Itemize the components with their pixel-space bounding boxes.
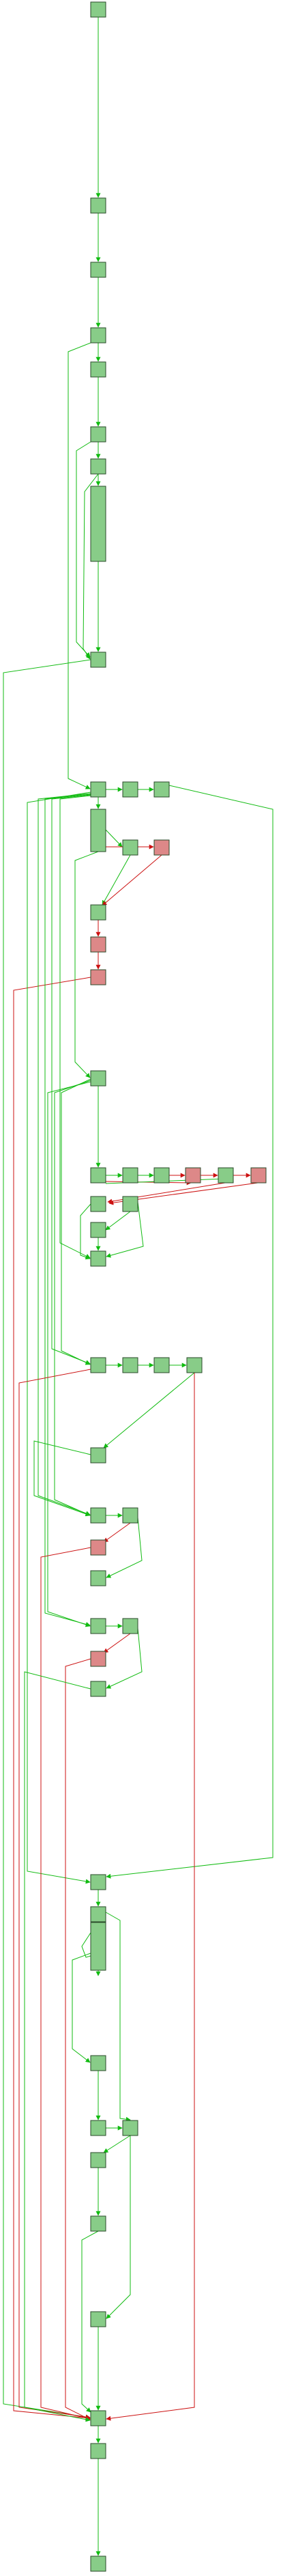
edge-success (106, 785, 273, 1879)
node-block-n14[interactable] (122, 839, 138, 856)
node-block-n19[interactable] (90, 1070, 106, 1087)
edge-success (106, 2136, 131, 2319)
edge-success (74, 851, 99, 1078)
node-block-n52[interactable] (90, 2410, 106, 2426)
node-block-n38[interactable] (90, 1570, 106, 1586)
node-block-n39[interactable] (90, 1618, 106, 1634)
edge-success (33, 1440, 91, 1517)
node-block-n4[interactable] (90, 327, 106, 344)
node-block-n10[interactable] (90, 781, 106, 798)
edge-success (44, 794, 91, 1627)
edge-failure (106, 1373, 195, 2421)
node-block-n24[interactable] (218, 1167, 234, 1184)
node-block-n13[interactable] (90, 809, 106, 852)
node-block-n3[interactable] (90, 262, 106, 278)
edge-success (105, 829, 123, 848)
node-block-n5[interactable] (90, 361, 106, 378)
node-block-n36[interactable] (122, 1507, 138, 1524)
node-block-n16[interactable] (90, 904, 106, 921)
node-block-n9[interactable] (90, 652, 106, 668)
node-block-n31[interactable] (122, 1357, 138, 1373)
node-block-n21[interactable] (122, 1167, 138, 1184)
node-block-n49[interactable] (90, 2152, 106, 2168)
edge-failure (103, 1522, 131, 1543)
node-block-n7[interactable] (90, 458, 106, 475)
edge-success (27, 792, 91, 1884)
node-block-n22[interactable] (153, 1167, 170, 1184)
node-block-n48[interactable] (122, 2120, 138, 2136)
node-failure-n15[interactable] (153, 839, 170, 856)
edges-layer (3, 17, 273, 2556)
node-block-n1[interactable] (90, 1, 106, 18)
node-block-n33[interactable] (186, 1357, 203, 1373)
nodes-layer (90, 1, 267, 2572)
edge-success (72, 1952, 91, 2063)
edge-success (106, 1201, 144, 1258)
node-block-n27[interactable] (122, 1196, 138, 1212)
edge-success (105, 1912, 131, 2122)
node-block-n26[interactable] (90, 1196, 106, 1212)
node-block-n12[interactable] (153, 781, 170, 798)
node-failure-n18[interactable] (90, 969, 106, 985)
node-block-n53[interactable] (90, 2443, 106, 2459)
node-block-n40[interactable] (122, 1618, 138, 1634)
node-block-n35[interactable] (90, 1507, 106, 1524)
edge-success (38, 793, 91, 1516)
node-block-n50[interactable] (90, 2215, 106, 2232)
node-block-n28[interactable] (90, 1222, 106, 1238)
node-block-n2[interactable] (90, 197, 106, 214)
edge-success (106, 1517, 143, 1578)
edge-failure (18, 1369, 91, 2420)
edge-success (3, 659, 91, 2420)
node-block-n54[interactable] (90, 2556, 106, 2572)
edge-failure (102, 854, 162, 906)
node-block-n8[interactable] (90, 486, 106, 562)
edge-success (103, 2135, 131, 2153)
node-block-n47[interactable] (90, 2120, 106, 2136)
node-block-n6[interactable] (90, 426, 106, 443)
node-failure-n23[interactable] (185, 1167, 201, 1184)
node-block-n29[interactable] (90, 1250, 106, 1267)
node-block-n42[interactable] (90, 1681, 106, 1697)
node-block-n44[interactable] (90, 1906, 106, 1922)
edge-success (81, 2230, 99, 2413)
node-block-n46[interactable] (90, 2055, 106, 2071)
edge-success (83, 473, 99, 660)
edge-success (68, 342, 91, 789)
node-failure-n25[interactable] (250, 1167, 267, 1184)
node-block-n20[interactable] (90, 1167, 106, 1184)
edge-success (105, 1211, 131, 1231)
edge-success (106, 1627, 143, 1689)
node-block-n45[interactable] (90, 1922, 106, 1971)
node-failure-n41[interactable] (90, 1651, 106, 1667)
edge-success (61, 1078, 91, 1365)
edge-success (51, 794, 91, 1364)
node-failure-n17[interactable] (90, 936, 106, 953)
node-block-n32[interactable] (153, 1357, 170, 1373)
node-block-n51[interactable] (90, 2311, 106, 2327)
edge-failure (65, 1658, 91, 2420)
edge-failure (103, 1633, 131, 1653)
node-block-n30[interactable] (90, 1357, 106, 1373)
node-block-n34[interactable] (90, 1447, 106, 1464)
edge-failure (40, 1547, 91, 2420)
edge-success (80, 1203, 91, 1260)
edge-success (47, 1081, 91, 1627)
edge-success (102, 854, 131, 906)
edge-success (76, 441, 91, 658)
edge-success (24, 1671, 91, 2422)
node-failure-n37[interactable] (90, 1539, 106, 1556)
node-block-n43[interactable] (90, 1874, 106, 1890)
edge-success (59, 795, 91, 1259)
node-block-n11[interactable] (122, 781, 138, 798)
edge-success (103, 1372, 195, 1448)
